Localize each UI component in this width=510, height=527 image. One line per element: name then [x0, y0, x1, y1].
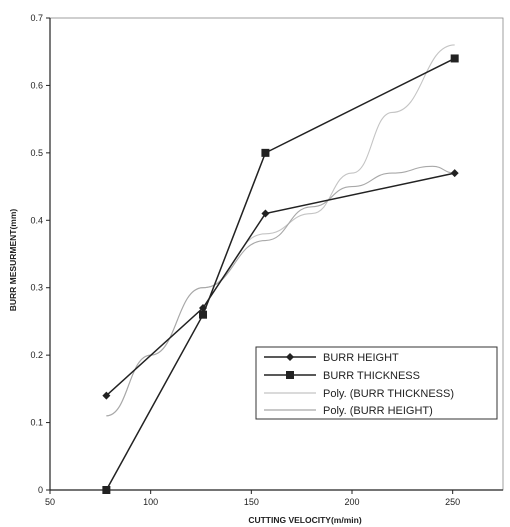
y-tick-label: 0.3: [30, 283, 43, 293]
y-tick-label: 0.4: [30, 215, 43, 225]
y-tick-label: 0: [38, 485, 43, 495]
x-axis-title: CUTTING VELOCITY(m/min): [248, 515, 362, 525]
point-burr-height: [450, 169, 459, 178]
legend-label-poly-height: Poly. (BURR HEIGHT): [323, 405, 433, 417]
trendline-poly-burr-height: [106, 165, 455, 417]
x-tick-label: 50: [45, 497, 55, 507]
point-burr-height: [261, 209, 270, 218]
x-tick-label: 200: [344, 497, 359, 507]
y-tick-label: 0.7: [30, 13, 43, 23]
y-tick-label: 0.1: [30, 418, 43, 428]
legend-marker-burr-height: [286, 353, 294, 361]
trendline-layer: [106, 44, 455, 417]
point-burr-thickness: [199, 310, 208, 319]
x-tick-label: 150: [244, 497, 259, 507]
x-tick-label: 100: [143, 497, 158, 507]
axis-layer: 0 0.1 0.2 0.3 0.4 0.5 0.6 0.7 50 100 150 200 250: [30, 13, 503, 507]
legend: BURR HEIGHT BURR THICKNESS Poly. (BURR T…: [255, 346, 498, 420]
point-burr-thickness: [261, 148, 270, 157]
series-line-burr-thickness: [105, 57, 456, 491]
series-layer: [102, 54, 459, 494]
point-burr-thickness: [450, 54, 459, 63]
series-line-burr-height: [105, 172, 455, 397]
legend-label-burr-height: BURR HEIGHT: [323, 352, 399, 364]
legend-box: [255, 346, 498, 420]
y-axis-title: BURR MESURMENT(mm): [8, 209, 18, 312]
point-burr-height: [102, 391, 111, 400]
y-tick-label: 0.2: [30, 350, 43, 360]
x-tick-label: 250: [445, 497, 460, 507]
y-tick-label: 0.5: [30, 148, 43, 158]
legend-label-burr-thickness: BURR THICKNESS: [323, 370, 420, 382]
legend-marker-burr-thickness: [286, 371, 294, 379]
legend-label-poly-thickness: Poly. (BURR THICKNESS): [323, 388, 454, 400]
y-tick-label: 0.6: [30, 80, 43, 90]
